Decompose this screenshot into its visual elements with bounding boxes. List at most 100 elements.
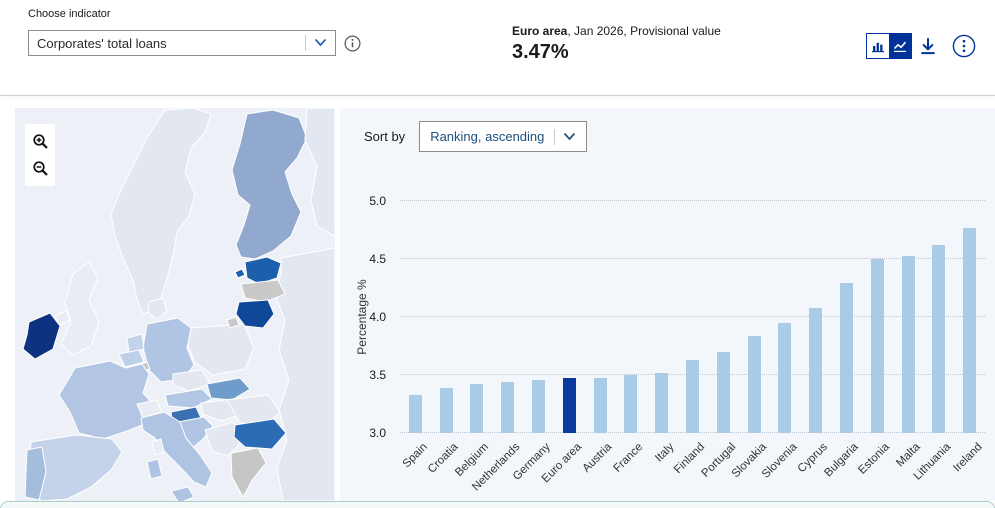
bar-spain[interactable] (408, 394, 422, 433)
current-selection: Euro area, Jan 2026, Provisional value 3… (512, 24, 721, 64)
x-label-ireland: Ireland (950, 441, 985, 475)
y-tick-label: 4.0 (369, 310, 386, 324)
x-label-austria: Austria (580, 441, 615, 475)
bar-slot (862, 201, 893, 433)
x-labels-row: Spain Croatia Belgium Netherlands Germany Eur… (400, 435, 985, 499)
map-country-lithuania[interactable] (235, 299, 275, 329)
map-country-scandinavia (110, 108, 212, 315)
choose-indicator-label: Choose indicator (28, 8, 111, 20)
x-label-slot: Lithuania (912, 435, 955, 499)
map-island-sardinia[interactable] (146, 458, 163, 480)
map-country-uk (60, 261, 100, 356)
bar-italy[interactable] (655, 372, 669, 433)
gridline (400, 316, 985, 317)
sort-dropdown-value: Ranking, ascending (430, 129, 545, 144)
selection-area: Euro area (512, 24, 568, 38)
map-country-czechia (172, 369, 211, 392)
bar-slot (708, 201, 739, 433)
map-country-denmark (147, 297, 168, 320)
map-country-estonia[interactable] (244, 256, 282, 285)
map-country-slovakia[interactable] (206, 377, 251, 401)
timeline-slider[interactable] (0, 501, 995, 508)
bar-germany[interactable] (532, 379, 546, 433)
bar-slot (800, 201, 831, 433)
map-island-corsica (151, 438, 165, 456)
map-country-netherlands[interactable] (126, 333, 145, 354)
map-land-northeast (304, 108, 335, 237)
header-divider (0, 95, 995, 96)
bar-estonia[interactable] (870, 259, 884, 433)
bar-euro-area[interactable] (562, 378, 576, 433)
gridline (400, 200, 985, 201)
sort-row: Sort by Ranking, ascending (364, 121, 588, 152)
bar-slot (770, 201, 801, 433)
bar-slot (523, 201, 554, 433)
bar-croatia[interactable] (439, 387, 453, 433)
sort-dropdown[interactable]: Ranking, ascending (419, 121, 588, 152)
indicator-dropdown-value: Corporates' total loans (37, 35, 167, 51)
x-label-slot: Ireland (950, 435, 985, 499)
plot-area (400, 200, 985, 433)
map-country-greece[interactable] (230, 447, 267, 498)
bar-france[interactable] (624, 375, 638, 433)
bars-row (400, 201, 985, 433)
map-country-italy[interactable] (140, 411, 213, 488)
selection-value: 3.47% (512, 41, 569, 63)
bar-slot (677, 201, 708, 433)
bar-slot (462, 201, 493, 433)
line-chart-toggle-icon[interactable] (889, 34, 911, 58)
bar-slot (431, 201, 462, 433)
bar-slot (739, 201, 770, 433)
map-island-estonia[interactable] (234, 268, 246, 279)
bar-austria[interactable] (593, 378, 607, 433)
bar-slovakia[interactable] (747, 335, 761, 433)
bar-portugal[interactable] (716, 351, 730, 433)
bar-slovenia[interactable] (778, 322, 792, 433)
info-icon[interactable] (344, 35, 361, 52)
sort-by-label: Sort by (364, 129, 406, 144)
map-country-bulgaria[interactable] (233, 418, 287, 450)
zoom-in-magnifier-icon[interactable] (29, 131, 51, 153)
x-label-france: France (611, 441, 646, 475)
map-country-belgium[interactable] (118, 349, 145, 368)
bar-chart-toggle-icon[interactable] (867, 34, 889, 58)
map-country-ireland[interactable] (22, 312, 61, 360)
bar-finland[interactable] (686, 359, 700, 433)
map-country-latvia[interactable] (240, 279, 286, 303)
indicator-dropdown[interactable]: Corporates' total loans (28, 30, 336, 56)
bar-slot (954, 201, 985, 433)
download-icon[interactable] (918, 36, 938, 56)
zoom-out-magnifier-icon[interactable] (29, 158, 51, 180)
bar-cyprus[interactable] (809, 307, 823, 433)
y-tick-label: 5.0 (369, 194, 386, 208)
bar-lithuania[interactable] (932, 245, 946, 433)
bar-chart-panel: Sort by Ranking, ascending Percentage % … (340, 108, 995, 501)
bar-slot (554, 201, 585, 433)
bar-slot (492, 201, 523, 433)
bar-ireland[interactable] (963, 227, 977, 433)
kebab-menu-icon[interactable] (952, 34, 976, 58)
map-region-kaliningrad (226, 316, 240, 329)
europe-map-panel (15, 108, 335, 501)
bar-malta[interactable] (901, 255, 915, 433)
selection-caption: Euro area, Jan 2026, Provisional value (512, 24, 721, 38)
gridline (400, 258, 985, 259)
bar-belgium[interactable] (470, 384, 484, 433)
bar-slot (831, 201, 862, 433)
bar-slot (893, 201, 924, 433)
map-country-portugal[interactable] (24, 446, 47, 501)
x-label-slot: France (612, 435, 647, 499)
selection-period: , Jan 2026, Provisional value (567, 24, 721, 38)
map-island-sicily[interactable] (170, 486, 195, 501)
bar-bulgaria[interactable] (840, 283, 854, 433)
europe-choropleth-map (15, 108, 335, 501)
x-label-estonia: Estonia (856, 441, 892, 477)
map-country-switzerland (136, 399, 162, 419)
map-region-balkans (204, 421, 244, 457)
x-label-italy: Italy (652, 441, 677, 465)
bar-slot (924, 201, 955, 433)
bar-netherlands[interactable] (501, 381, 515, 433)
map-country-poland (186, 323, 255, 376)
view-toggle (866, 33, 912, 59)
